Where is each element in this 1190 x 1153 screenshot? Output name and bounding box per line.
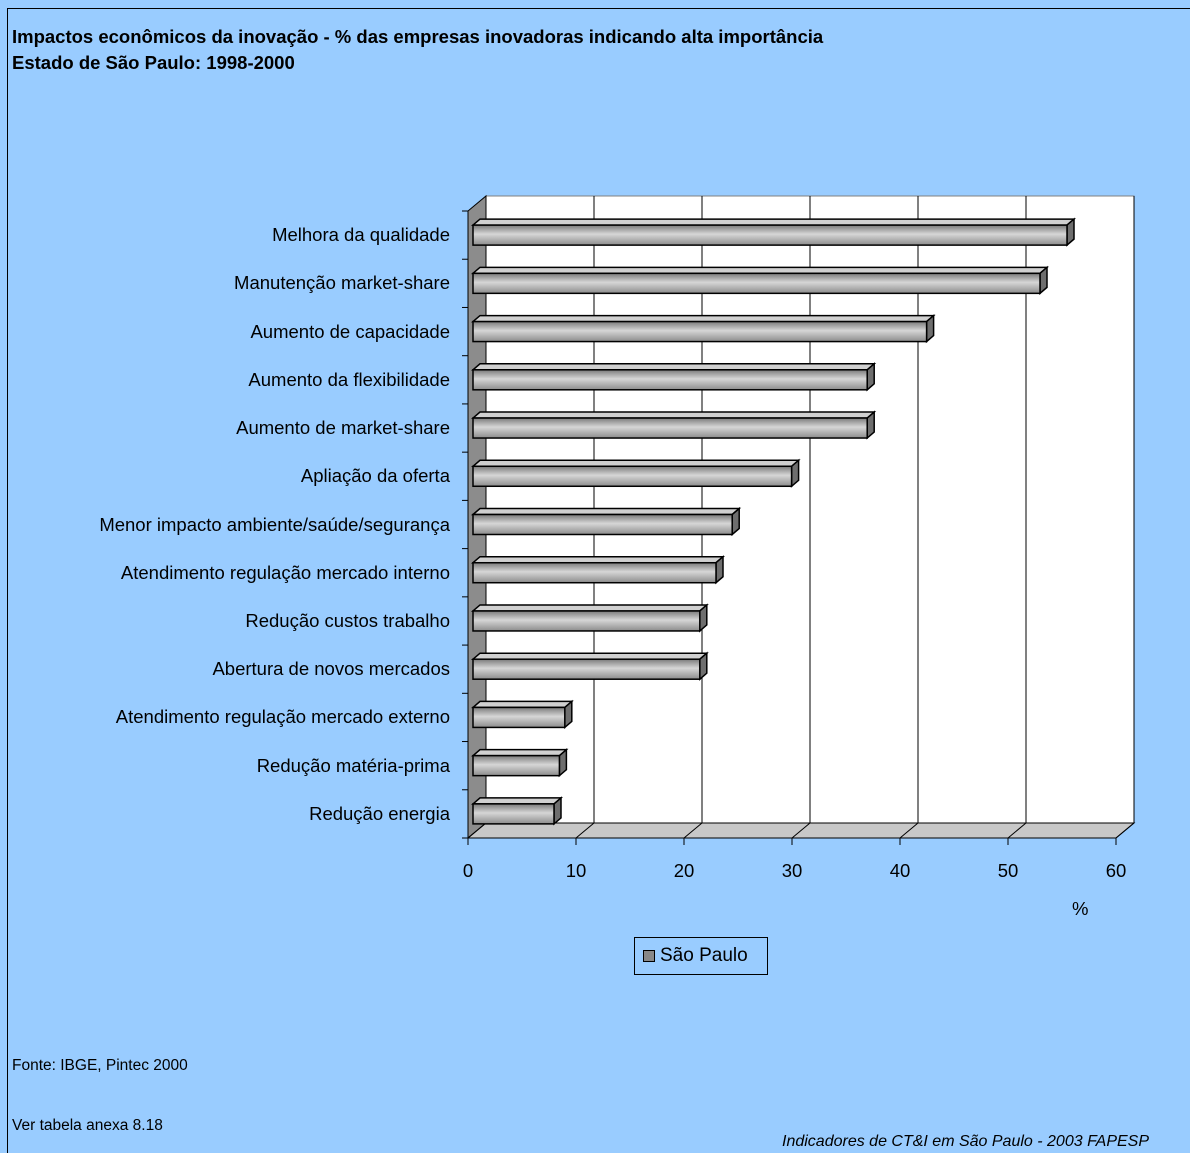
bar-top — [470, 700, 574, 709]
bar-top — [470, 797, 564, 805]
bar — [472, 561, 717, 584]
bar — [472, 320, 928, 343]
bar — [472, 706, 566, 729]
bar — [472, 513, 733, 536]
title-line-1: Impactos econômicos da inovação - % das … — [12, 26, 824, 47]
x-gridline-floor — [683, 822, 703, 839]
bar — [472, 658, 701, 680]
legend-label: São Paulo — [660, 945, 748, 966]
category-label: Redução custos trabalho — [245, 609, 450, 631]
bar-top — [470, 652, 709, 660]
bar-top — [470, 555, 726, 564]
category-label: Aumento de market-share — [236, 417, 450, 439]
x-tick-label: 20 — [673, 860, 695, 881]
category-label: Abertura de novos mercados — [212, 658, 450, 680]
category-label: Menor impacto ambiente/saúde/segurança — [99, 513, 450, 535]
x-gridline-floor — [1007, 822, 1027, 839]
bar-top — [470, 604, 709, 612]
bar-top — [470, 507, 742, 516]
category-label: Melhora da qualidade — [272, 224, 450, 246]
category-label: Manutenção market-share — [234, 272, 450, 294]
x-gridline-floor — [575, 822, 595, 839]
publication-credit: Indicadores de CT&I em São Paulo - 2003 … — [782, 1133, 1150, 1150]
x-tick-label: 40 — [889, 860, 911, 881]
category-label: Aumento da flexibilidade — [248, 368, 450, 390]
bar — [472, 369, 868, 391]
x-gridline-floor — [791, 822, 811, 839]
x-axis-label: % — [1072, 898, 1089, 919]
x-gridline-floor — [1115, 822, 1135, 839]
category-label: Aumento de capacidade — [250, 320, 450, 342]
category-label: Atendimento regulação mercado interno — [120, 561, 450, 583]
x-tick-label: 60 — [1105, 860, 1127, 881]
table-reference: Ver tabela anexa 8.18 — [12, 1117, 163, 1134]
bar-top — [470, 363, 877, 371]
category-label: Atendimento regulação mercado externo — [115, 706, 450, 728]
x-tick-label: 10 — [565, 860, 587, 881]
title-line-2: Estado de São Paulo: 1998-2000 — [12, 52, 295, 73]
bar — [472, 610, 701, 632]
bar-top — [470, 314, 936, 323]
chart-title: Impactos econômicos da inovação - % das … — [12, 24, 823, 76]
x-gridline-floor — [467, 822, 487, 839]
bar-top — [470, 218, 1077, 226]
bar — [472, 754, 561, 777]
bar — [472, 465, 793, 488]
bar — [472, 803, 555, 825]
bar-top — [470, 748, 569, 757]
x-tick-label: 30 — [781, 860, 803, 881]
bar — [472, 272, 1041, 295]
source-note: Fonte: IBGE, Pintec 2000 — [12, 1057, 188, 1074]
bar — [472, 224, 1068, 246]
bar-top — [470, 266, 1050, 275]
bar-top — [470, 459, 801, 468]
category-label: Redução matéria-prima — [256, 754, 450, 776]
bar — [472, 417, 868, 439]
x-gridline-floor — [899, 822, 919, 839]
x-tick-label: 50 — [997, 860, 1019, 881]
bar-top — [470, 411, 877, 419]
category-label: Redução energia — [309, 802, 450, 824]
x-tick-label: 0 — [462, 860, 474, 881]
category-label: Apliação da oferta — [300, 465, 450, 487]
legend-swatch — [643, 950, 655, 962]
legend: São Paulo — [634, 937, 768, 975]
chart-frame — [7, 8, 1190, 1153]
